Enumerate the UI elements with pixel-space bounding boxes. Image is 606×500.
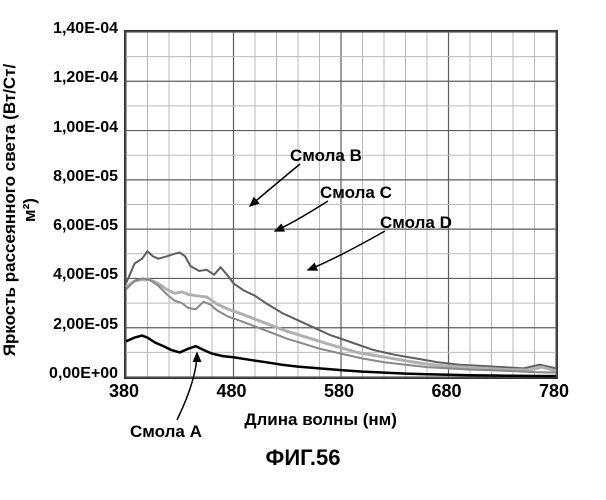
annotation-arrow [250, 164, 300, 206]
annotation-arrow [177, 353, 197, 420]
x-axis-label: Длина волны (нм) [244, 410, 396, 430]
annotation-arrow [308, 231, 385, 270]
series-label-Смола C: Смола C [320, 183, 392, 203]
series-label-Смола A: Смола A [130, 422, 202, 442]
series-label-Смола B: Смола B [290, 146, 362, 166]
annotation-arrow [275, 201, 328, 231]
figure-56: Яркость рассеянного света (Вт/Ст/м²) 0,0… [0, 0, 606, 500]
figure-caption: ФИГ.56 [0, 445, 606, 471]
series-label-Смола D: Смола D [380, 213, 452, 233]
